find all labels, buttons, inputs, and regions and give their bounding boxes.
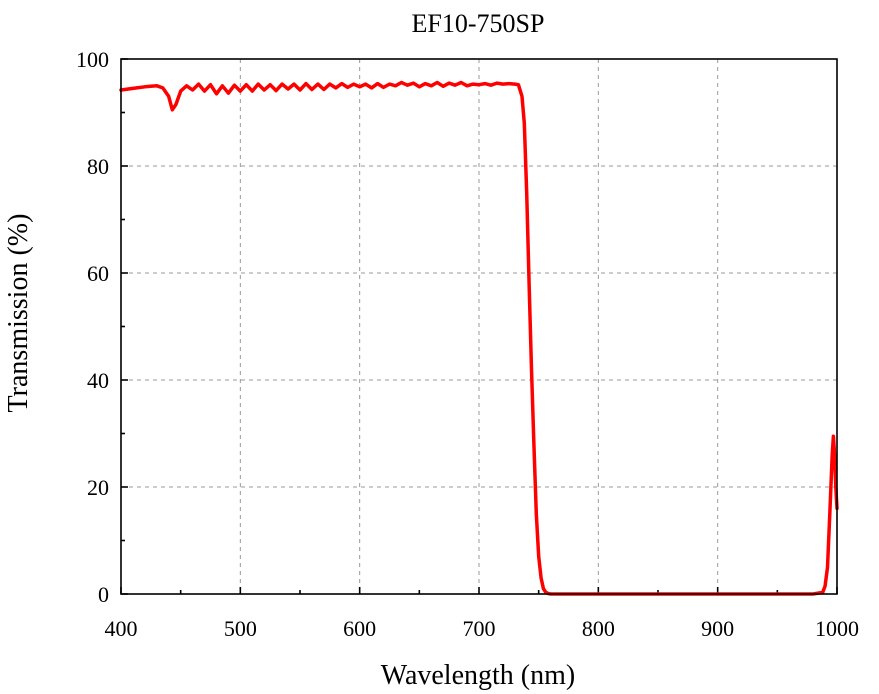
plot-frame [120, 58, 838, 595]
x-tick-label: 1000 [815, 616, 859, 641]
chart-title: EF10-750SP [412, 9, 545, 38]
x-tick-label: 400 [105, 616, 138, 641]
x-tick-label: 600 [343, 616, 376, 641]
x-tick-label: 900 [701, 616, 734, 641]
x-tick-label: 800 [582, 616, 615, 641]
y-tick-label: 0 [98, 582, 109, 607]
grid-lines [121, 59, 837, 594]
y-tick-label: 60 [87, 261, 109, 286]
y-tick-label: 80 [87, 154, 109, 179]
y-tick-label: 20 [87, 475, 109, 500]
y-tick-label: 100 [76, 47, 109, 72]
x-tick-label: 500 [224, 616, 257, 641]
x-tick-label: 700 [463, 616, 496, 641]
x-axis-label: Wavelength (nm) [381, 660, 575, 691]
tick-labels: 400 500 600 700 800 900 1000 0 20 40 60 80 100 [76, 47, 859, 641]
y-tick-label: 40 [87, 368, 109, 393]
y-axis-label: Transmission (%) [3, 214, 34, 413]
